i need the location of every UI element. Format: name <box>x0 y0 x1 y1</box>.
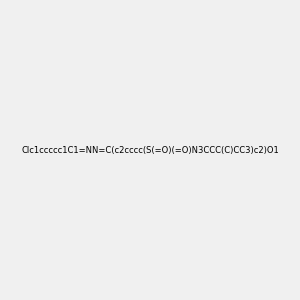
Text: Clc1ccccc1C1=NN=C(c2cccc(S(=O)(=O)N3CCC(C)CC3)c2)O1: Clc1ccccc1C1=NN=C(c2cccc(S(=O)(=O)N3CCC(… <box>21 146 279 154</box>
